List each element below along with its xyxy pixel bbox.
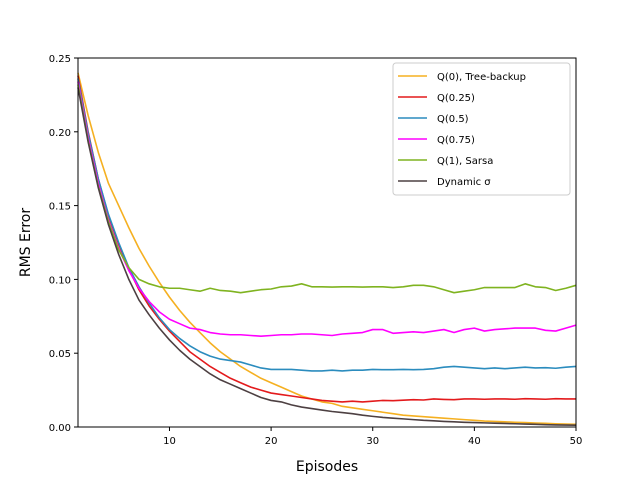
legend-label: Q(0.5) [437, 114, 469, 125]
series-line [77, 81, 577, 338]
ticks-layer: 10 20 30 40 50 0.00 0.05 0.10 0.15 0.20 0.25 [49, 54, 583, 447]
y-tick-label: 0.25 [49, 54, 71, 65]
legend-entries: Q(0), Tree-backup Q(0.25) Q(0.5) Q(0.75) Q(1… [398, 72, 526, 188]
x-axis-label: Episodes [296, 459, 358, 475]
legend-label: Q(0.25) [437, 93, 475, 104]
y-axis-label: RMS Error [18, 208, 34, 278]
y-tick-label: 0.20 [49, 128, 71, 139]
series-layer [77, 72, 577, 427]
x-tick-label: 20 [265, 436, 278, 447]
legend-box [392, 62, 571, 196]
series-line [77, 75, 576, 403]
y-tick-label: 0.00 [49, 423, 71, 434]
legend-label: Q(0.75) [437, 135, 475, 146]
y-tick-label: 0.10 [49, 275, 71, 286]
x-tick-label: 30 [366, 436, 379, 447]
plot-frame [77, 57, 577, 428]
legend-label: Q(0), Tree-backup [437, 72, 526, 83]
legend: Q(0), Tree-backup Q(0.25) Q(0.5) Q(0.75) Q(1… [392, 62, 571, 196]
series-line [77, 87, 577, 427]
y-tick-label: 0.05 [49, 349, 71, 360]
x-tick-label: 10 [163, 436, 176, 447]
series-line [77, 84, 577, 294]
y-tick-label: 0.15 [49, 202, 71, 213]
series-line [77, 78, 577, 372]
legend-label: Dynamic σ [437, 177, 491, 188]
legend-label: Q(1), Sarsa [437, 156, 493, 167]
x-tick-label: 50 [570, 436, 583, 447]
series-line [77, 72, 577, 426]
x-tick-label: 40 [468, 436, 481, 447]
